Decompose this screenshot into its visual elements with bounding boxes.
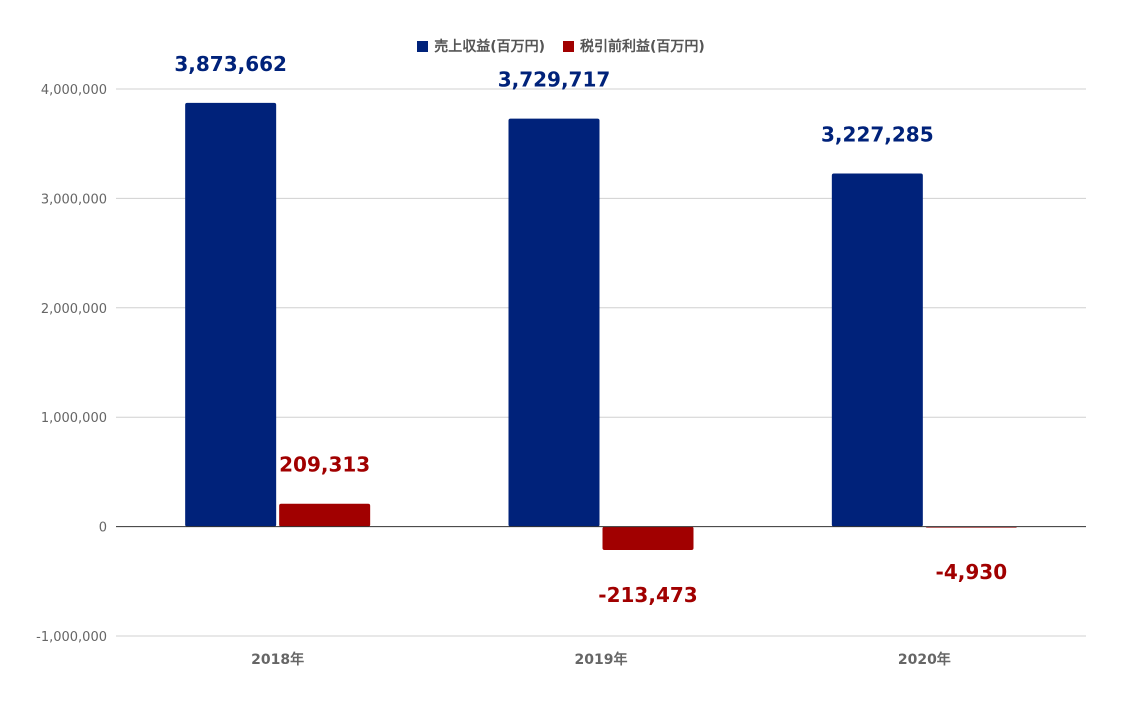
y-tick-label: 0 — [99, 521, 107, 536]
y-tick-label: 1,000,000 — [41, 411, 107, 426]
bar-revenue — [831, 173, 923, 527]
legend-item-pretax: 税引前利益(百万円) — [563, 36, 705, 56]
data-label-pretax: -213,473 — [598, 583, 697, 607]
legend-swatch-revenue — [417, 40, 429, 52]
y-tick-label: -1,000,000 — [36, 630, 107, 645]
x-tick-label: 2018年 — [251, 651, 304, 668]
bar-revenue — [185, 102, 277, 527]
data-label-revenue: 3,873,662 — [174, 52, 287, 76]
legend-label-revenue: 売上収益(百万円) — [434, 39, 545, 55]
bar-pretax — [279, 503, 371, 527]
data-label-revenue: 3,227,285 — [821, 123, 934, 147]
data-label-pretax: -4,930 — [936, 560, 1008, 584]
x-tick-label: 2019年 — [575, 651, 628, 668]
data-label-revenue: 3,729,717 — [498, 68, 611, 92]
legend-item-revenue: 売上収益(百万円) — [417, 36, 545, 56]
legend-label-pretax: 税引前利益(百万円) — [580, 39, 705, 55]
bar-pretax — [602, 526, 694, 550]
y-tick-label: 2,000,000 — [41, 302, 107, 317]
x-tick-label: 2020年 — [898, 651, 951, 668]
bar-revenue — [508, 118, 600, 527]
legend-swatch-pretax — [563, 40, 574, 52]
chart-legend: 売上収益(百万円) 税引前利益(百万円) — [0, 36, 1122, 56]
y-tick-label: 3,000,000 — [41, 192, 107, 207]
y-tick-label: 4,000,000 — [41, 83, 107, 98]
data-label-pretax: 209,313 — [279, 453, 370, 477]
